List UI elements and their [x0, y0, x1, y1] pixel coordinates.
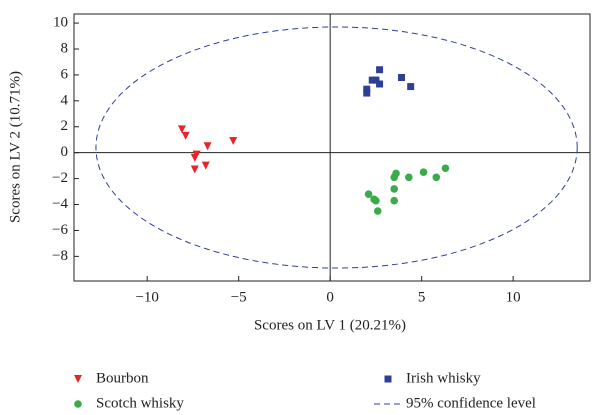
plot-frame: [73, 13, 591, 282]
point: [419, 168, 428, 176]
confidence-ellipse: [95, 26, 578, 269]
point: [368, 76, 376, 84]
point: [363, 85, 371, 93]
point: [441, 164, 450, 173]
y-tick-label: −2: [52, 170, 68, 186]
point: [376, 66, 384, 74]
y-tick-label: 4: [61, 92, 69, 108]
legend-label: Scotch whisky: [96, 395, 184, 411]
y-tick-label: −4: [52, 196, 68, 212]
point: [181, 131, 190, 140]
x-tick-label: 10: [506, 289, 521, 305]
x-tick-label: 5: [418, 289, 426, 305]
y-tick-label: 0: [61, 144, 69, 160]
y-tick-label: 10: [53, 15, 68, 31]
point: [376, 80, 384, 88]
point: [364, 190, 373, 198]
y-tick-label: 8: [61, 40, 69, 56]
legend-label: Irish whisky: [406, 370, 481, 386]
point: [229, 137, 238, 146]
point: [190, 165, 199, 174]
point: [407, 83, 415, 91]
x-tick-label: −5: [231, 289, 247, 305]
y-tick-label: −8: [52, 248, 68, 264]
x-tick-label: −10: [135, 289, 158, 305]
point: [177, 125, 186, 134]
point: [190, 153, 199, 162]
legend-marker: [384, 375, 392, 383]
y-tick-label: 2: [61, 118, 69, 134]
y-tick-label: 6: [61, 66, 69, 82]
point: [201, 161, 210, 170]
point: [372, 196, 380, 205]
x-axis-label: Scores on LV 1 (20.21%): [254, 317, 406, 333]
y-axis-label: Scores on LV 2 (10.71%): [7, 71, 23, 223]
point: [390, 185, 399, 193]
point: [373, 207, 382, 215]
point: [363, 89, 371, 97]
legend-marker: [74, 375, 82, 383]
legend-label: Bourbon: [96, 370, 149, 386]
point: [432, 173, 441, 182]
legend-marker: [74, 400, 82, 408]
point: [398, 74, 406, 82]
y-tick-label: −6: [52, 222, 68, 238]
point: [203, 142, 212, 151]
point: [390, 173, 399, 182]
x-tick-label: 0: [326, 289, 334, 305]
legend-label: 95% confidence level: [406, 395, 536, 411]
point: [372, 76, 380, 84]
point: [405, 173, 413, 182]
point: [390, 196, 399, 205]
